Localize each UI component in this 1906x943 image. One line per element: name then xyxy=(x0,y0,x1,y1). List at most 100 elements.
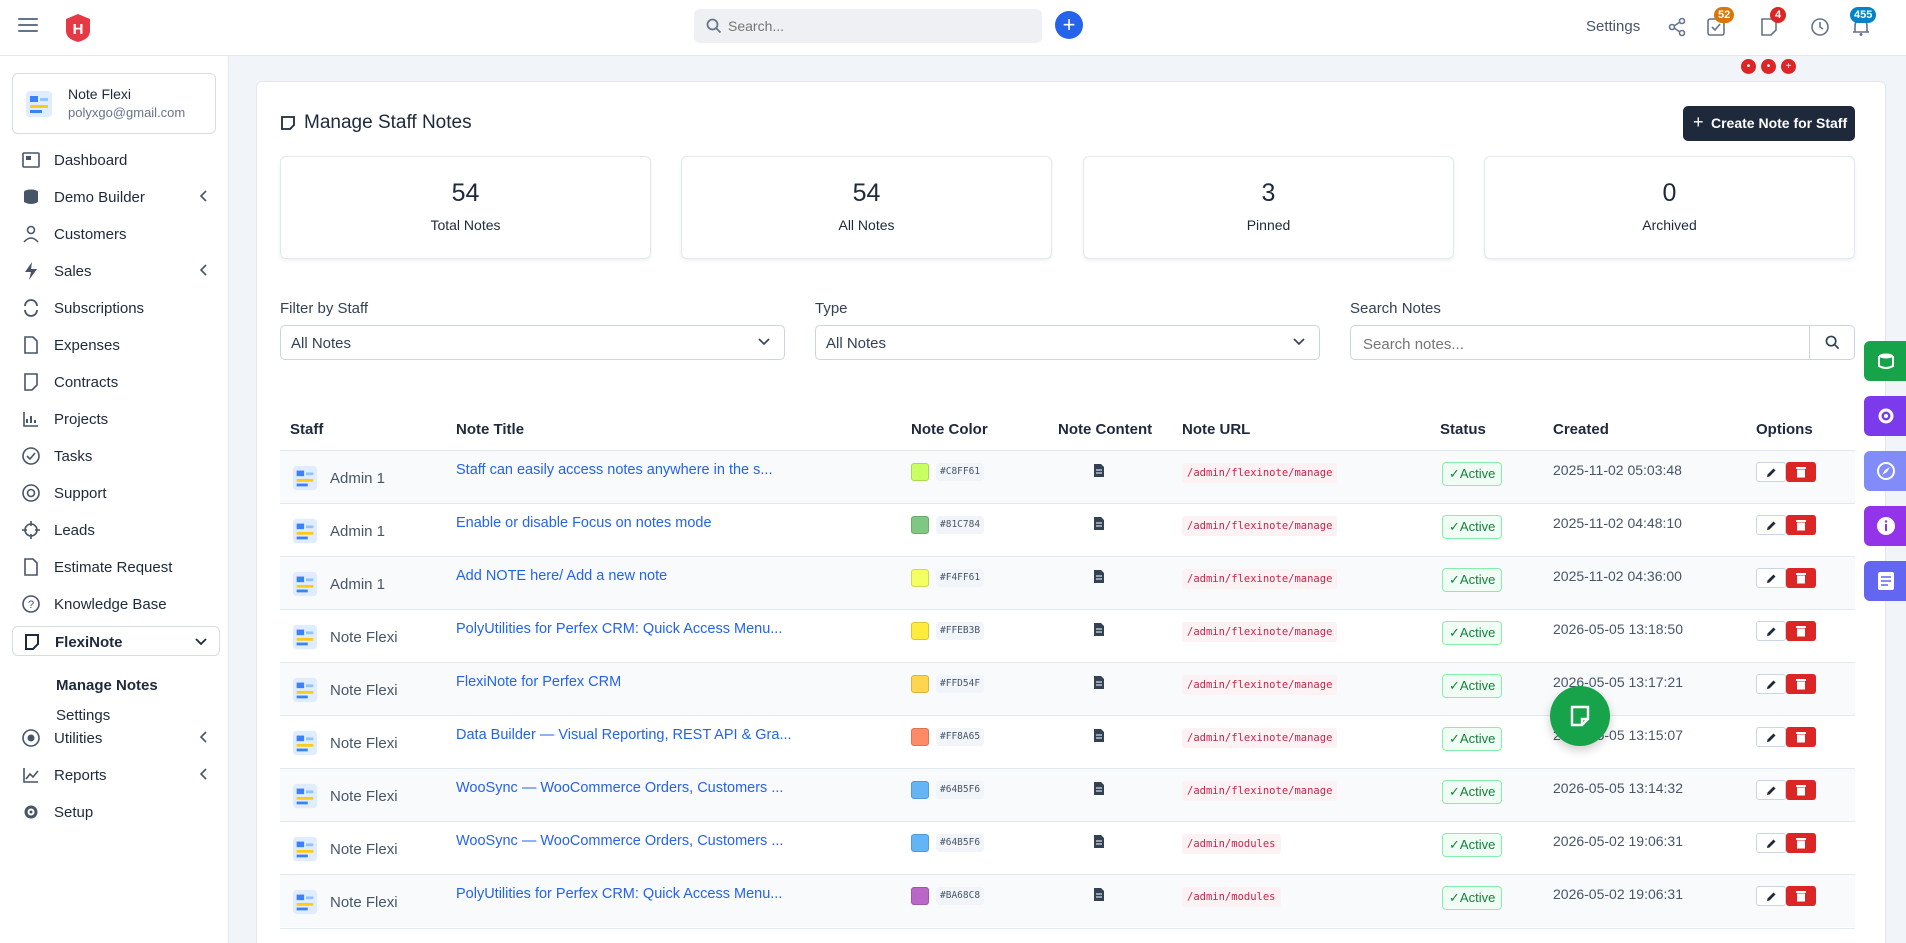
document-icon[interactable] xyxy=(1093,781,1105,796)
document-icon[interactable] xyxy=(1093,622,1105,637)
create-note-button[interactable]: + Create Note for Staff xyxy=(1683,106,1855,141)
sidebar-item-dashboard[interactable]: Dashboard xyxy=(12,145,220,175)
search-notes-field[interactable] xyxy=(1350,325,1855,360)
app-logo[interactable]: H xyxy=(64,13,92,43)
edit-button[interactable] xyxy=(1756,886,1786,906)
edit-button[interactable] xyxy=(1756,780,1786,800)
color-hex-code: #81C784 xyxy=(936,516,985,534)
note-title-link[interactable]: FlexiNote for Perfex CRM xyxy=(456,674,622,690)
delete-button[interactable] xyxy=(1786,833,1816,853)
sidebar-item-customers[interactable]: Customers xyxy=(12,219,220,249)
sidebar-item-tasks[interactable]: Tasks xyxy=(12,441,220,471)
col-header-created[interactable]: Created xyxy=(1553,421,1609,438)
delete-button[interactable] xyxy=(1786,780,1816,800)
minimize-panel-icon[interactable]: • xyxy=(1761,59,1776,74)
sidebar-item-utilities[interactable]: Utilities xyxy=(12,723,220,753)
share-icon[interactable] xyxy=(1666,16,1688,38)
table-row[interactable]: Note Flexi PolyUtilities for Perfex CRM: … xyxy=(280,609,1855,662)
delete-button[interactable] xyxy=(1786,568,1816,588)
global-search[interactable] xyxy=(694,9,1042,43)
sidebar-item-expenses[interactable]: Expenses xyxy=(12,330,220,360)
dot-circle-icon xyxy=(22,729,40,747)
sidebar-item-reports[interactable]: Reports xyxy=(12,760,220,790)
user-card[interactable]: Note Flexi polyxgo@gmail.com xyxy=(12,73,216,134)
type-filter-select[interactable]: All Notes xyxy=(815,325,1320,360)
sidebar-item-leads[interactable]: Leads xyxy=(12,515,220,545)
document-icon[interactable] xyxy=(1093,887,1105,902)
quick-add-button[interactable]: + xyxy=(1055,11,1083,39)
document-icon[interactable] xyxy=(1093,463,1105,478)
side-database-button[interactable] xyxy=(1864,341,1906,381)
delete-button[interactable] xyxy=(1786,727,1816,747)
edit-button[interactable] xyxy=(1756,568,1786,588)
global-search-input[interactable] xyxy=(728,16,1028,36)
search-notes-input[interactable] xyxy=(1363,334,1803,354)
table-row[interactable]: Note Flexi PolyUtilities for Perfex CRM: … xyxy=(280,874,1855,927)
top-settings-link[interactable]: Settings xyxy=(1586,18,1641,35)
sidebar-item-setup[interactable]: Setup xyxy=(12,797,220,827)
side-info-button[interactable] xyxy=(1864,506,1906,546)
staff-filter-select[interactable]: All Notes xyxy=(280,325,785,360)
sidebar-item-flexinote[interactable]: FlexiNote xyxy=(12,626,220,656)
table-row[interactable]: Note Flexi FlexiNote for Perfex CRM #FFD54… xyxy=(280,662,1855,715)
document-icon[interactable] xyxy=(1093,675,1105,690)
side-compass-button[interactable] xyxy=(1864,451,1906,491)
chat-note-button[interactable] xyxy=(1550,686,1610,746)
col-header-color[interactable]: Note Color xyxy=(911,421,988,438)
note-title-link[interactable]: WooSync — WooCommerce Orders, Customers … xyxy=(456,833,784,849)
search-notes-button[interactable] xyxy=(1809,326,1854,359)
document-icon[interactable] xyxy=(1093,516,1105,531)
submenu-item-manage-notes[interactable]: Manage Notes xyxy=(56,677,158,694)
document-icon[interactable] xyxy=(1093,728,1105,743)
sidebar-item-sales[interactable]: Sales xyxy=(12,256,220,286)
sidebar-item-support[interactable]: Support xyxy=(12,478,220,508)
submenu-item-settings[interactable]: Settings xyxy=(56,707,111,724)
clock-icon[interactable] xyxy=(1809,16,1831,38)
document-icon[interactable] xyxy=(1093,834,1105,849)
edit-button[interactable] xyxy=(1756,462,1786,482)
delete-button[interactable] xyxy=(1786,462,1816,482)
side-settings-button[interactable] xyxy=(1864,396,1906,436)
note-title-link[interactable]: Enable or disable Focus on notes mode xyxy=(456,515,712,531)
table-row[interactable]: Note Flexi WooSync — WooCommerce Orders, … xyxy=(280,821,1855,874)
document-icon[interactable] xyxy=(1093,569,1105,584)
hamburger-menu-icon[interactable] xyxy=(18,18,38,34)
edit-button[interactable] xyxy=(1756,515,1786,535)
table-row[interactable]: Note Flexi WooSync — WooCommerce Orders, … xyxy=(280,768,1855,821)
sidebar-item-estimate-request[interactable]: Estimate Request xyxy=(12,552,220,582)
table-row[interactable]: Admin 1 Add NOTE here/ Add a new note #F4F… xyxy=(280,556,1855,609)
expand-panel-icon[interactable]: + xyxy=(1781,59,1796,74)
note-title-link[interactable]: PolyUtilities for Perfex CRM: Quick Acce… xyxy=(456,886,783,902)
col-header-content[interactable]: Note Content xyxy=(1058,421,1153,438)
note-title-link[interactable]: PolyUtilities for Perfex CRM: Quick Acce… xyxy=(456,621,783,637)
col-header-status[interactable]: Status xyxy=(1440,421,1486,438)
delete-button[interactable] xyxy=(1786,674,1816,694)
table-row[interactable]: Admin 1 Staff can easily access notes any… xyxy=(280,450,1855,503)
edit-button[interactable] xyxy=(1756,727,1786,747)
sidebar-item-demo-builder[interactable]: Demo Builder xyxy=(12,182,220,212)
delete-button[interactable] xyxy=(1786,886,1816,906)
collapse-panel-icon[interactable]: • xyxy=(1741,59,1756,74)
col-header-title[interactable]: Note Title xyxy=(456,421,525,438)
edit-button[interactable] xyxy=(1756,833,1786,853)
edit-button[interactable] xyxy=(1756,674,1786,694)
staff-name: Note Flexi xyxy=(330,735,398,752)
col-header-staff[interactable]: Staff xyxy=(290,421,324,438)
delete-button[interactable] xyxy=(1786,621,1816,641)
sidebar-item-knowledge-base[interactable]: ? Knowledge Base xyxy=(12,589,220,619)
note-title-link[interactable]: Data Builder — Visual Reporting, REST AP… xyxy=(456,727,792,743)
delete-button[interactable] xyxy=(1786,515,1816,535)
side-book-button[interactable] xyxy=(1864,561,1906,601)
table-row[interactable]: Note Flexi Data Builder — Visual Reportin… xyxy=(280,715,1855,768)
sidebar-item-projects[interactable]: Projects xyxy=(12,404,220,434)
pencil-icon xyxy=(1767,468,1776,477)
edit-button[interactable] xyxy=(1756,621,1786,641)
table-row[interactable]: Admin 1 Enable or disable Focus on notes … xyxy=(280,503,1855,556)
note-title-link[interactable]: Staff can easily access notes anywhere i… xyxy=(456,462,773,478)
sidebar-item-subscriptions[interactable]: Subscriptions xyxy=(12,293,220,323)
note-title-link[interactable]: WooSync — WooCommerce Orders, Customers … xyxy=(456,780,784,796)
stat-label: Total Notes xyxy=(430,217,501,233)
sidebar-item-contracts[interactable]: Contracts xyxy=(12,367,220,397)
col-header-url[interactable]: Note URL xyxy=(1182,421,1251,438)
note-title-link[interactable]: Add NOTE here/ Add a new note xyxy=(456,568,668,584)
